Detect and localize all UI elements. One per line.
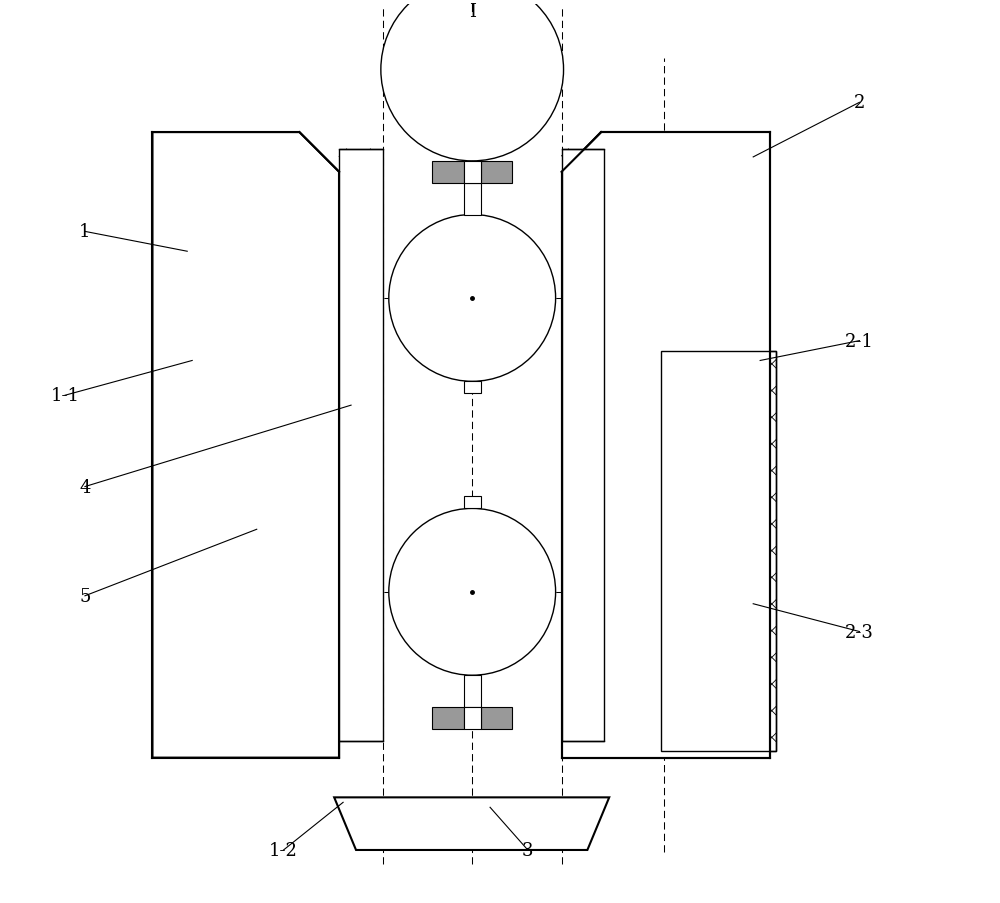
Text: 2: 2 <box>854 94 865 112</box>
Bar <box>464 675 481 707</box>
Text: 2-1: 2-1 <box>845 332 874 350</box>
Polygon shape <box>464 162 481 183</box>
Polygon shape <box>432 162 464 183</box>
Circle shape <box>389 509 556 675</box>
Polygon shape <box>334 797 609 850</box>
Text: 4: 4 <box>79 478 91 496</box>
Bar <box>339 150 383 741</box>
Text: 3: 3 <box>522 841 534 859</box>
Text: 5: 5 <box>79 587 91 605</box>
Bar <box>464 497 481 509</box>
Bar <box>464 382 481 394</box>
Text: 2-3: 2-3 <box>845 623 874 641</box>
Bar <box>464 183 481 215</box>
Bar <box>661 351 776 751</box>
Text: 1: 1 <box>79 223 91 241</box>
Circle shape <box>389 215 556 382</box>
Circle shape <box>381 0 564 162</box>
Bar <box>661 351 776 751</box>
Polygon shape <box>464 707 481 729</box>
Polygon shape <box>481 707 512 729</box>
Text: I: I <box>469 3 476 21</box>
Text: 1-1: 1-1 <box>51 386 80 405</box>
Polygon shape <box>152 133 339 758</box>
Polygon shape <box>562 133 770 758</box>
Polygon shape <box>432 707 464 729</box>
Text: 1-2: 1-2 <box>269 841 298 859</box>
Bar <box>562 150 604 741</box>
Polygon shape <box>481 162 512 183</box>
